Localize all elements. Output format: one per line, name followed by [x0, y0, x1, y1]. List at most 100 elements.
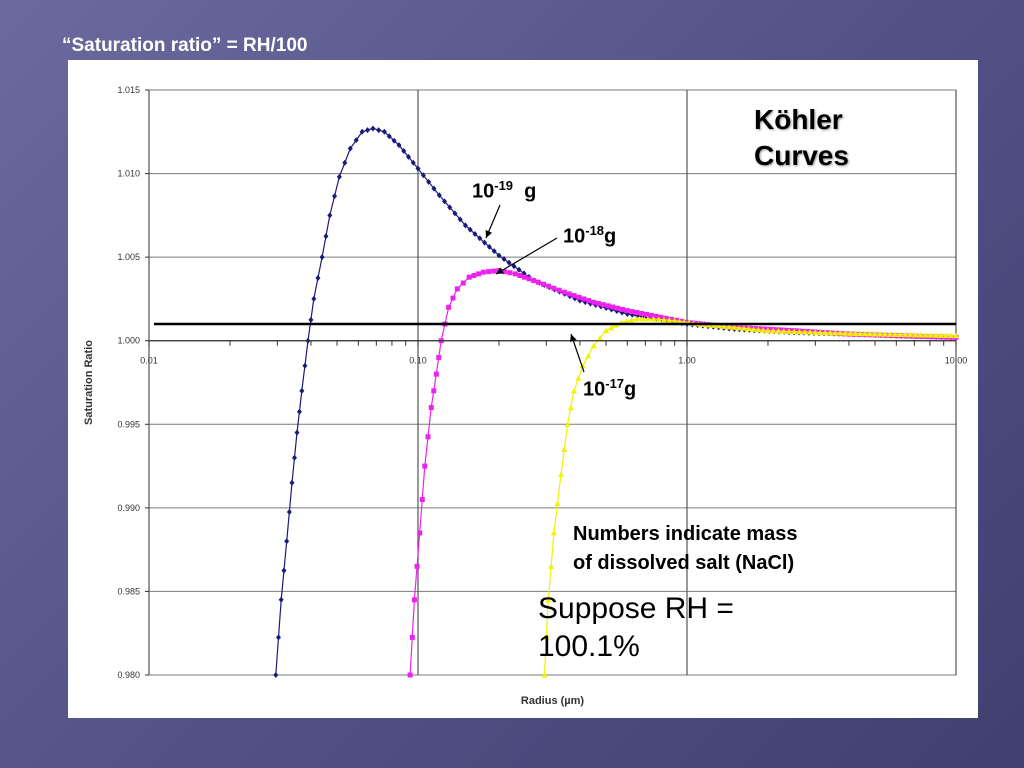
data-point [431, 388, 437, 394]
label-1e-19-unit: g [513, 180, 537, 203]
data-point [932, 332, 939, 338]
data-point [596, 335, 603, 341]
data-point [359, 128, 365, 135]
data-point [376, 127, 382, 134]
data-point [294, 429, 300, 436]
label-1e-17-exp: -17 [605, 376, 625, 391]
data-point [323, 233, 329, 240]
arrow-1e-18 [495, 237, 558, 275]
data-point [472, 230, 478, 237]
data-point [431, 185, 437, 192]
data-point [766, 326, 772, 332]
suppose-rh-line2: 100.1% [538, 630, 640, 663]
data-point [411, 597, 417, 603]
data-point [953, 332, 959, 339]
data-point [332, 193, 338, 200]
data-point [629, 311, 635, 318]
data-point [551, 285, 557, 291]
data-point [786, 328, 793, 334]
data-point [917, 331, 924, 338]
arrow-1e-17-head [570, 334, 577, 342]
data-point [937, 332, 944, 338]
data-point [872, 331, 879, 337]
data-point [446, 304, 452, 310]
data-point [278, 596, 284, 603]
y-tick-label: 1.015 [117, 85, 140, 95]
data-point [419, 497, 425, 502]
data-point [299, 387, 305, 394]
data-point [422, 463, 428, 469]
data-point [454, 286, 460, 292]
data-point [462, 222, 468, 229]
data-point [832, 329, 839, 336]
data-point [391, 137, 397, 144]
annotation-arrows [485, 204, 585, 373]
data-point [561, 446, 568, 452]
data-point [760, 327, 767, 333]
data-point [457, 216, 463, 223]
data-point [566, 291, 572, 297]
chart-grid [148, 89, 957, 676]
data-point [496, 252, 502, 259]
data-point [327, 212, 333, 219]
data-point [347, 145, 353, 152]
data-point [381, 128, 387, 135]
data-point [407, 672, 413, 678]
data-point [650, 315, 657, 322]
data-point [666, 317, 673, 323]
data-point [780, 328, 787, 334]
data-point [591, 299, 597, 305]
data-point [273, 672, 279, 678]
data-point [593, 302, 599, 309]
data-point [482, 239, 488, 246]
data-point [353, 137, 359, 144]
label-1e-17-unit: g [624, 378, 637, 401]
label-1e-18-unit: g [604, 225, 617, 248]
data-point [600, 302, 606, 308]
data-point [477, 235, 483, 242]
data-point [517, 273, 523, 279]
data-point [608, 324, 615, 331]
data-point [736, 324, 743, 331]
data-point [585, 352, 592, 359]
data-point [401, 148, 407, 155]
data-point [623, 318, 630, 324]
data-point [556, 287, 562, 293]
data-point [822, 329, 829, 336]
y-tick-label: 1.005 [117, 252, 140, 262]
data-point [516, 266, 522, 273]
data-point [281, 567, 287, 574]
data-point [764, 327, 771, 334]
data-point [275, 634, 281, 641]
data-point [342, 159, 348, 166]
data-point [942, 332, 949, 338]
data-point [857, 330, 864, 337]
data-point [311, 295, 317, 302]
data-point [417, 530, 423, 536]
data-point [907, 331, 914, 338]
x-tick-label: 1.00 [678, 356, 696, 366]
data-point [579, 362, 586, 369]
x-axis-title: Radius (µm) [521, 695, 585, 707]
data-point [847, 330, 854, 336]
data-point [947, 332, 954, 339]
data-point [491, 248, 497, 255]
data-point [540, 281, 546, 287]
data-point [721, 323, 728, 329]
data-point [370, 125, 376, 132]
data-point [902, 331, 909, 338]
data-point [867, 330, 874, 337]
data-point [550, 529, 557, 536]
data-point [817, 329, 824, 335]
data-point [603, 327, 610, 334]
data-point [586, 298, 592, 304]
data-point [466, 274, 472, 280]
x-tick-label: 10.00 [945, 356, 968, 366]
data-point [661, 316, 668, 323]
chart-axes: Saturation Ratio Radius (µm) [83, 340, 957, 707]
data-point [801, 328, 808, 335]
data-point [796, 328, 803, 335]
data-point [442, 198, 448, 205]
suppose-rh-note: Suppose RH = 100.1% [538, 590, 734, 666]
data-point [624, 308, 630, 314]
